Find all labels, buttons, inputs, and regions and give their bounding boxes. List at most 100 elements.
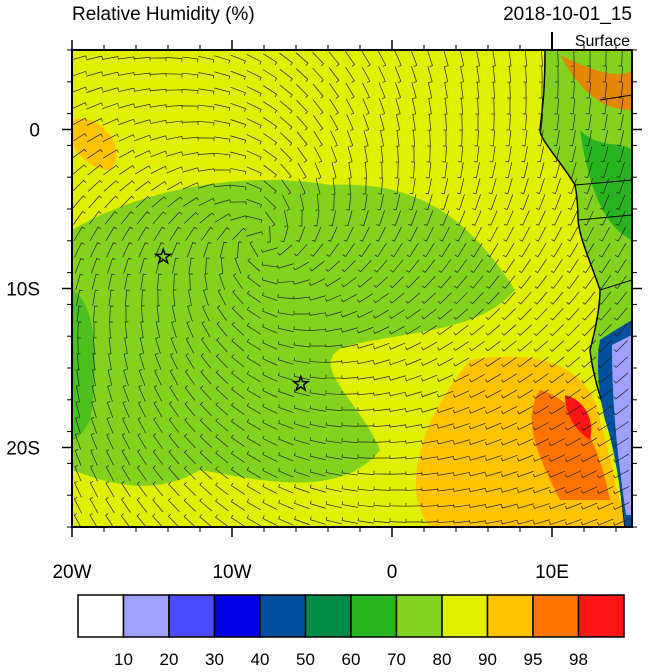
wind-barb <box>329 83 340 99</box>
wind-barb <box>185 226 198 241</box>
wind-barb <box>199 514 213 527</box>
wind-barb <box>459 113 463 131</box>
wind-barb <box>469 406 486 414</box>
wind-barb <box>421 519 439 523</box>
wind-barb <box>600 178 610 194</box>
wind-barb <box>520 194 530 210</box>
wind-barb <box>570 50 575 67</box>
wind-barb <box>278 404 294 414</box>
wind-barb <box>107 273 115 290</box>
wind-barb <box>487 226 498 242</box>
wind-barb <box>137 417 147 434</box>
wind-barb <box>169 369 179 386</box>
wind-barb <box>373 439 391 443</box>
wind-barb <box>517 324 533 336</box>
wind-barb <box>277 263 294 269</box>
wind-barb <box>91 385 97 402</box>
wind-barb <box>487 210 498 226</box>
wind-barb <box>405 471 423 476</box>
wind-barb <box>150 119 167 125</box>
wind-barb <box>278 420 294 430</box>
wind-barb <box>374 243 387 258</box>
wind-barb <box>520 178 529 195</box>
wind-barb <box>215 514 229 527</box>
wind-barb <box>152 497 164 513</box>
wind-barb <box>341 406 359 411</box>
wind-barb <box>261 292 278 301</box>
wind-barb <box>216 337 228 353</box>
wind-barb <box>86 86 103 93</box>
wind-barb <box>538 97 543 115</box>
wind-barb <box>551 210 562 226</box>
wind-barb <box>389 309 405 319</box>
wind-barb <box>331 162 337 179</box>
wind-barb <box>438 259 452 273</box>
wind-barb <box>582 291 596 305</box>
wind-barb <box>581 421 597 431</box>
wind-barb <box>501 519 518 525</box>
wind-barb <box>473 146 480 163</box>
wind-barb <box>471 226 482 242</box>
wind-barb <box>437 423 454 429</box>
wind-barb <box>89 497 99 514</box>
wind-barb <box>153 417 163 433</box>
wind-barb <box>168 433 180 449</box>
wind-barb <box>379 146 384 163</box>
wind-barb <box>601 98 608 115</box>
wind-barb <box>618 50 623 67</box>
wind-barb <box>76 353 81 370</box>
wind-barb <box>75 273 84 290</box>
wind-barb <box>615 242 627 258</box>
wind-barb <box>168 417 180 433</box>
colorbar-box <box>168 594 216 638</box>
wind-barb <box>501 503 518 509</box>
wind-barb <box>357 454 375 459</box>
wind-barb <box>246 118 262 129</box>
wind-barb <box>533 356 549 368</box>
wind-barb <box>325 343 342 348</box>
wind-barb <box>124 337 128 354</box>
wind-barb <box>533 438 550 446</box>
wind-barb <box>118 87 135 93</box>
wind-barb <box>505 130 512 147</box>
wind-barb <box>474 129 479 147</box>
wind-barb <box>550 259 563 274</box>
wind-barb <box>166 120 183 125</box>
wind-barb <box>598 259 611 274</box>
wind-barb <box>140 321 145 338</box>
wind-barb <box>152 481 164 497</box>
wind-barb <box>437 503 454 508</box>
wind-barb <box>93 337 97 355</box>
wind-barb <box>389 342 406 350</box>
wind-barb <box>616 162 625 179</box>
wind-barb <box>230 70 246 80</box>
wind-barb <box>357 310 374 319</box>
wind-barb <box>363 130 369 147</box>
wind-barb <box>485 324 501 336</box>
wind-barb <box>183 481 196 496</box>
colorbar-box <box>259 594 307 638</box>
wind-barb <box>328 67 340 83</box>
wind-barb <box>597 388 613 400</box>
wind-barb <box>518 275 532 289</box>
wind-barb <box>586 81 591 99</box>
wind-barb <box>138 385 146 402</box>
wind-barb <box>246 322 261 335</box>
wind-barb <box>469 471 486 477</box>
wind-barb <box>392 194 401 211</box>
wind-barb <box>533 519 550 525</box>
wind-barb <box>181 105 199 110</box>
wind-barb <box>203 289 209 306</box>
wind-barb <box>102 56 119 60</box>
wind-barb <box>469 308 485 320</box>
wind-barb <box>469 422 486 430</box>
wind-barb <box>373 392 390 396</box>
wind-barb <box>293 452 310 461</box>
wind-barb <box>507 81 511 99</box>
wind-barb <box>363 114 370 131</box>
wind-barb <box>75 385 80 402</box>
wind-barb <box>231 402 245 415</box>
wind-barb <box>136 497 148 513</box>
wind-barb <box>309 342 327 347</box>
wind-barb <box>277 294 295 299</box>
